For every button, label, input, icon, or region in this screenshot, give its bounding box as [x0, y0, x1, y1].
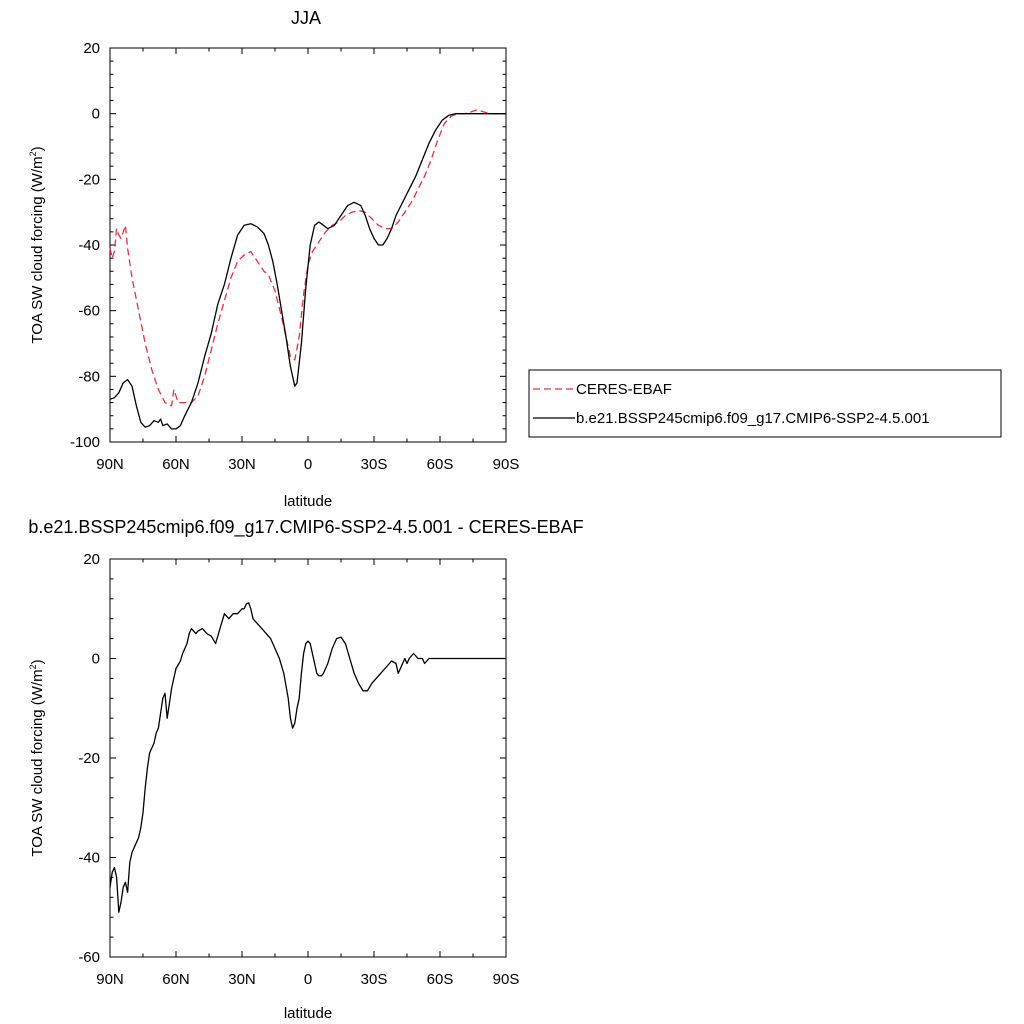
top-y-axis-label-tail: ) — [29, 146, 46, 151]
bottom-ytick-label: -60 — [78, 949, 100, 966]
top-xtick-label: 30N — [228, 456, 256, 473]
top-xtick-label: 60N — [162, 456, 190, 473]
top-ytick-label: -60 — [78, 303, 100, 320]
top-ticks — [109, 47, 507, 443]
bottom-ytick-label: -40 — [78, 850, 100, 867]
bottom-plot-frame — [109, 558, 507, 958]
bottom-ytick-label: 20 — [83, 551, 100, 568]
bottom-title: b.e21.BSSP245cmip6.f09_g17.CMIP6-SSP2-4.… — [28, 517, 583, 538]
top-ytick-label: 0 — [92, 106, 100, 123]
bottom-tick-labels: 90N 60N 30N 0 30S 60S 90S -60 -40 -20 0 20 — [78, 551, 519, 988]
top-series-line-1 — [109, 113, 506, 430]
bottom-xtick-label: 60N — [162, 971, 190, 988]
top-xtick-label: 90S — [493, 456, 520, 473]
bottom-y-axis-label-sup: 2 — [28, 664, 38, 669]
bottom-x-axis-label: latitude — [284, 1005, 332, 1022]
top-y-axis-label: TOA SW cloud forcing (W/m2) — [28, 146, 46, 343]
bottom-ticks — [109, 558, 507, 958]
bottom-xtick-label: 60S — [427, 971, 454, 988]
top-xtick-label: 60S — [427, 456, 454, 473]
bottom-y-axis-label: TOA SW cloud forcing (W/m2) — [28, 659, 46, 856]
top-xtick-label: 30S — [361, 456, 388, 473]
bottom-ytick-label: 0 — [92, 651, 100, 668]
top-series-lines — [109, 109, 506, 430]
top-tick-labels: 90N 60N 30N 0 30S 60S 90S -100 -80 -60 -40 -20 0 20 — [70, 40, 519, 473]
legend: CERES-EBAF b.e21.BSSP245cmip6.f09_g17.CM… — [528, 369, 1002, 438]
bottom-series-line-0 — [109, 602, 506, 913]
bottom-y-axis-label-tail: ) — [29, 659, 46, 664]
top-series-line-0 — [109, 109, 506, 407]
legend-label-model: b.e21.BSSP245cmip6.f09_g17.CMIP6-SSP2-4.… — [576, 410, 930, 427]
top-panel: JJA 90N 60N 30N 0 30S 60S 90S -100 -80 -60 -40 -20 0… — [28, 8, 1002, 510]
bottom-xtick-label: 30N — [228, 971, 256, 988]
bottom-panel: b.e21.BSSP245cmip6.f09_g17.CMIP6-SSP2-4.… — [28, 517, 584, 1022]
legend-box — [528, 369, 1002, 438]
top-title: JJA — [291, 8, 321, 28]
top-xtick-label: 0 — [304, 456, 312, 473]
top-ytick-label: 20 — [83, 40, 100, 57]
top-y-axis-label-main: TOA SW cloud forcing (W/m — [29, 156, 46, 343]
top-x-axis-label: latitude — [284, 493, 332, 510]
bottom-xtick-label: 0 — [304, 971, 312, 988]
top-ytick-label: -20 — [78, 171, 100, 188]
bottom-series-lines — [109, 602, 506, 913]
bottom-y-axis-label-main: TOA SW cloud forcing (W/m — [29, 669, 46, 856]
bottom-ytick-label: -20 — [78, 750, 100, 767]
bottom-xtick-label: 30S — [361, 971, 388, 988]
bottom-xtick-label: 90N — [96, 971, 124, 988]
top-ytick-label: -80 — [78, 368, 100, 385]
top-ytick-label: -100 — [70, 434, 100, 451]
legend-label-ceres: CERES-EBAF — [576, 381, 672, 398]
top-xtick-label: 90N — [96, 456, 124, 473]
bottom-xtick-label: 90S — [493, 971, 520, 988]
top-y-axis-label-sup: 2 — [28, 151, 38, 156]
top-ytick-label: -40 — [78, 237, 100, 254]
top-plot-frame — [109, 47, 507, 443]
